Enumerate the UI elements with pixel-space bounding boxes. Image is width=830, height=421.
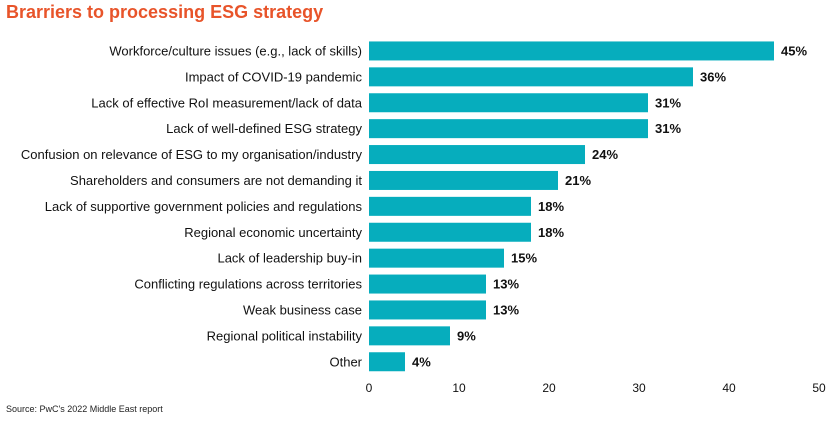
value-labels: 45%36%31%31%24%21%18%18%15%13%13%9%4% bbox=[412, 43, 807, 369]
category-label: Workforce/culture issues (e.g., lack of … bbox=[109, 43, 362, 58]
chart-title: Brarriers to processing ESG strategy bbox=[6, 2, 324, 22]
value-label: 13% bbox=[493, 277, 519, 292]
value-label: 13% bbox=[493, 302, 519, 317]
value-label: 4% bbox=[412, 354, 431, 369]
value-label: 31% bbox=[655, 95, 681, 110]
value-label: 24% bbox=[592, 147, 618, 162]
category-label: Regional economic uncertainty bbox=[184, 225, 362, 240]
category-label: Lack of effective RoI measurement/lack o… bbox=[91, 95, 363, 110]
source-note: Source: PwC's 2022 Middle East report bbox=[6, 404, 163, 414]
value-label: 36% bbox=[700, 69, 726, 84]
category-label: Conflicting regulations across territori… bbox=[134, 277, 362, 292]
x-axis-ticks: 0 10 20 30 40 50 bbox=[366, 381, 826, 395]
category-label: Shareholders and consumers are not deman… bbox=[70, 173, 362, 188]
value-label: 21% bbox=[565, 173, 591, 188]
x-tick-label: 50 bbox=[812, 381, 826, 395]
bar bbox=[369, 67, 693, 87]
bar bbox=[369, 300, 486, 320]
category-labels: Workforce/culture issues (e.g., lack of … bbox=[21, 43, 363, 369]
value-label: 18% bbox=[538, 225, 564, 240]
value-label: 18% bbox=[538, 199, 564, 214]
category-label: Weak business case bbox=[243, 302, 362, 317]
x-tick-label: 40 bbox=[722, 381, 736, 395]
category-label: Impact of COVID-19 pandemic bbox=[185, 69, 363, 84]
category-label: Confusion on relevance of ESG to my orga… bbox=[21, 147, 363, 162]
category-label: Lack of leadership buy-in bbox=[217, 251, 362, 266]
x-tick-label: 20 bbox=[542, 381, 556, 395]
bar bbox=[369, 326, 450, 346]
x-tick-label: 0 bbox=[366, 381, 373, 395]
bar bbox=[369, 41, 774, 61]
category-label: Regional political instability bbox=[207, 328, 363, 343]
x-tick-label: 30 bbox=[632, 381, 646, 395]
bar bbox=[369, 352, 405, 372]
bar bbox=[369, 145, 585, 165]
bar bbox=[369, 222, 531, 242]
bar bbox=[369, 93, 648, 113]
bar bbox=[369, 274, 486, 294]
bar bbox=[369, 170, 558, 190]
x-tick-label: 10 bbox=[452, 381, 466, 395]
category-label: Lack of well-defined ESG strategy bbox=[166, 121, 362, 136]
bar bbox=[369, 196, 531, 216]
bar bbox=[369, 248, 504, 268]
value-label: 45% bbox=[781, 43, 807, 58]
value-label: 31% bbox=[655, 121, 681, 136]
bars bbox=[369, 41, 774, 372]
value-label: 15% bbox=[511, 251, 537, 266]
bar bbox=[369, 119, 648, 139]
value-label: 9% bbox=[457, 328, 476, 343]
category-label: Lack of supportive government policies a… bbox=[45, 199, 363, 214]
category-label: Other bbox=[329, 354, 362, 369]
